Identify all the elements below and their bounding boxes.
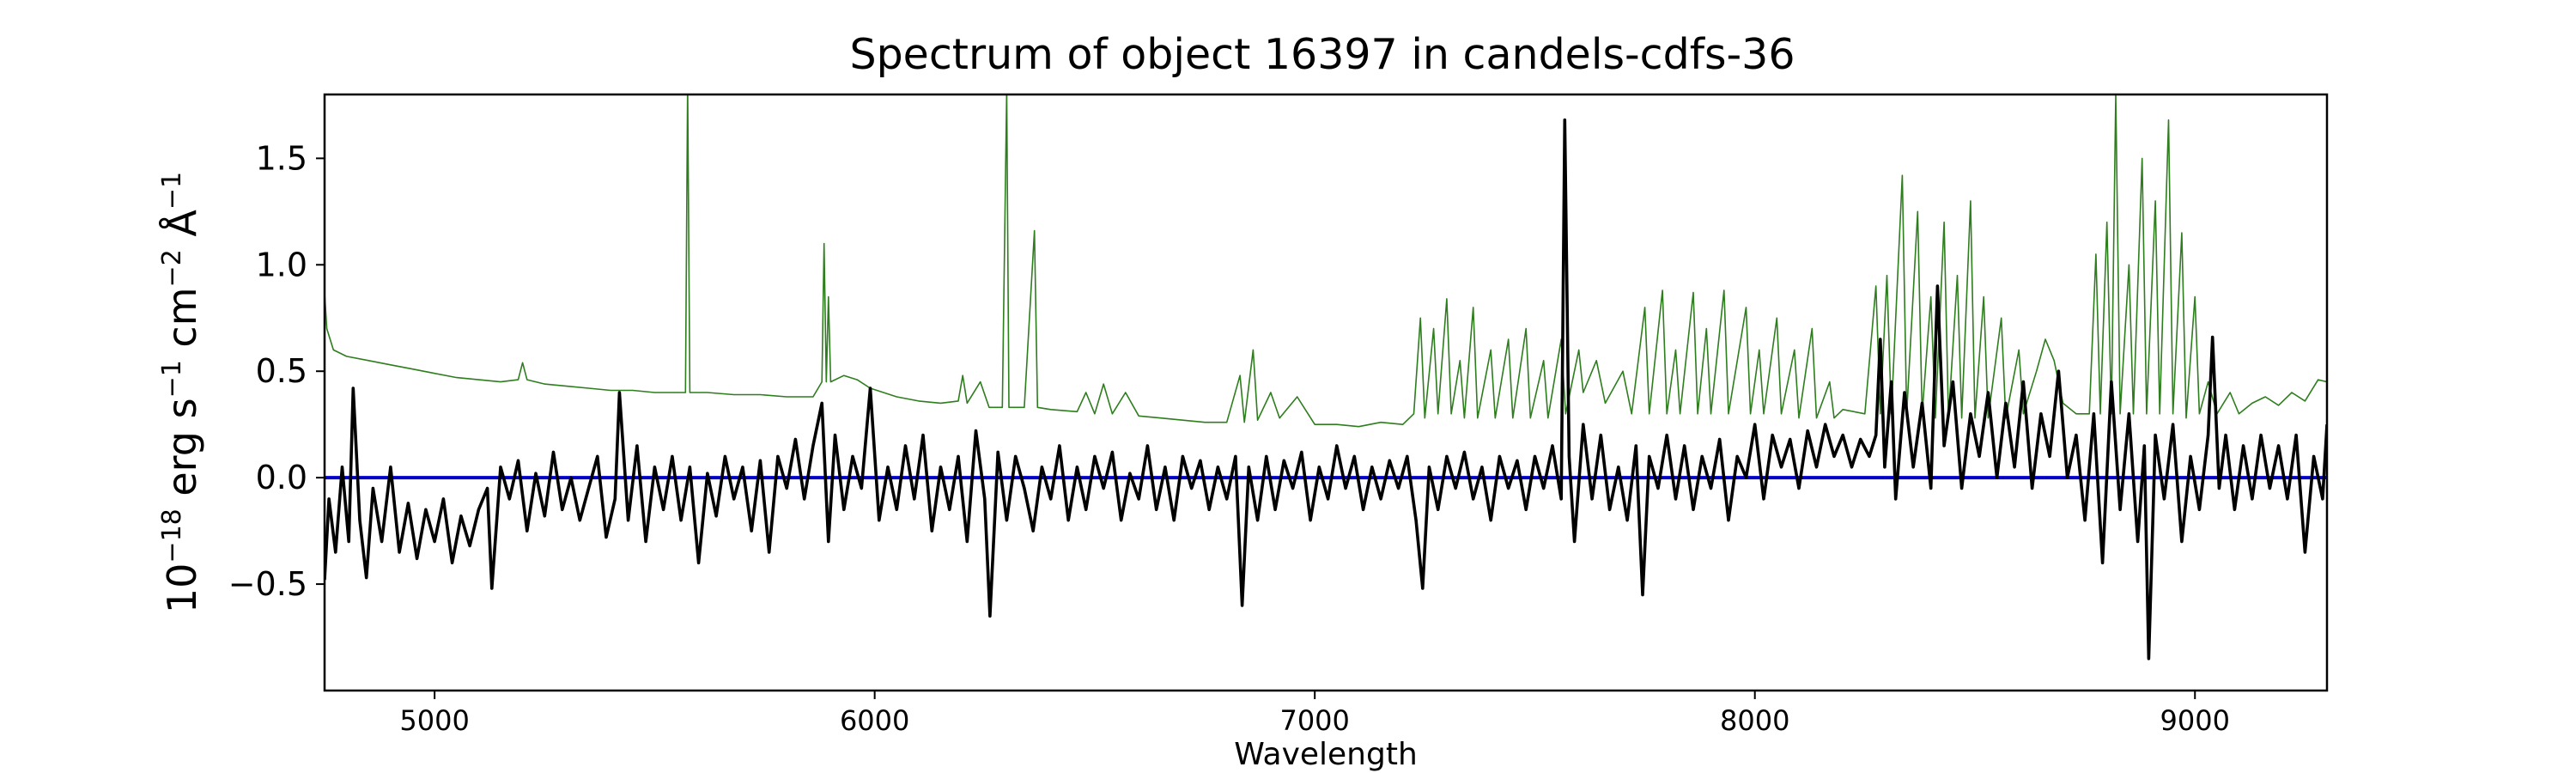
y-tick-label: 1.0 [256, 246, 307, 283]
x-tick-label: 6000 [840, 704, 909, 737]
y-axis: −0.5 0.0 0.5 1.0 1.5 [228, 139, 325, 603]
y-tick-label: 0.5 [256, 352, 307, 390]
plot-frame [323, 93, 2329, 692]
flux-series-line [325, 118, 2327, 660]
x-tick-label: 9000 [2160, 704, 2230, 737]
error-series-line [325, 94, 2327, 428]
y-axis-label: 10−18 erg s−1 cm−2 Å−1 [157, 172, 205, 613]
y-tick-label: 0.0 [256, 459, 307, 496]
x-tick-label: 5000 [399, 704, 469, 737]
y-tick-label: 1.5 [256, 139, 307, 177]
series-layer [325, 94, 2327, 660]
x-axis-label: Wavelength [1234, 737, 1418, 772]
chart-title: Spectrum of object 16397 in candels-cdfs… [849, 30, 1795, 79]
x-tick-label: 8000 [1720, 704, 1789, 737]
x-tick-label: 7000 [1279, 704, 1349, 737]
y-tick-label: −0.5 [228, 565, 307, 603]
x-axis: 5000 6000 7000 8000 9000 [399, 691, 2230, 737]
